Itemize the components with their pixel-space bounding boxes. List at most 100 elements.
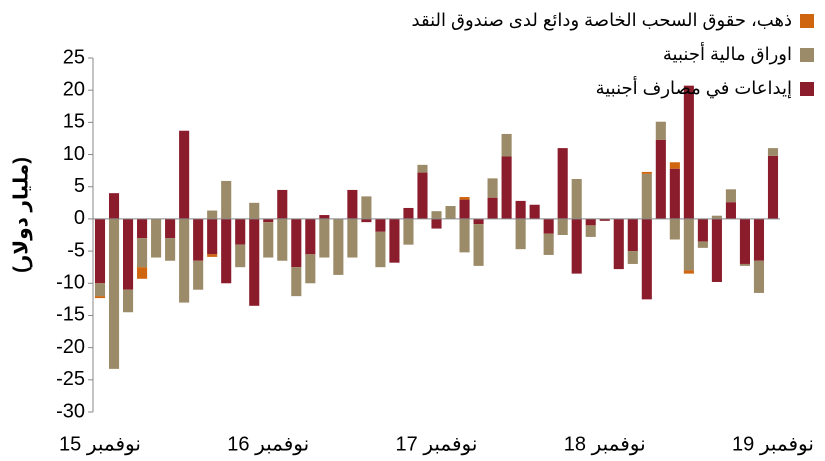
y-tick-label: -15 [56,304,85,326]
bar-segment [543,233,554,255]
bar-segment [641,218,652,300]
y-tick-label: 20 [63,78,85,100]
bar-segment [655,121,666,140]
bar-segment [108,193,120,219]
bar-segment [249,218,260,306]
bar-segment [627,218,638,252]
bar-segment [108,218,120,369]
x-tick-label: نوفمبر 15 [59,433,141,455]
bar-segment [375,231,386,268]
bar-segment [739,218,750,264]
bar-segment [627,251,638,264]
bar-segment [585,225,596,237]
bar-segment [697,241,708,248]
bar-segment [137,267,148,279]
bar-segment [235,218,246,245]
bar-segment [459,197,470,200]
bar-segment [151,218,162,258]
legend-label: اوراق مالية أجنبية [663,42,792,65]
bar-segment [613,218,624,270]
bar-segment [361,218,372,223]
bar-segment [487,178,498,198]
bar-segment [389,218,400,263]
bar-segment [193,260,204,290]
bar-segment [543,218,554,234]
bar-segment [515,200,526,219]
bar-segment [725,202,736,219]
bar-segment [207,254,218,257]
bar-segment [571,218,582,274]
y-tick-label: 15 [63,111,85,133]
bar-segment [221,180,232,219]
bar-segment [361,196,372,219]
bar-segment [94,218,106,284]
bar-segment [697,218,708,242]
bar-segment [501,133,512,157]
bar-segment [263,222,274,258]
y-tick-label: -20 [56,336,85,358]
bar-segment [669,218,680,240]
bar-segment [767,155,779,219]
bar-segment [669,168,680,219]
y-tick-label: -5 [67,239,85,261]
bar-segment [473,224,484,266]
x-tick-label: نوفمبر 17 [396,433,478,455]
bar-segment [179,130,190,219]
bar-segment [207,210,218,219]
bar-segment [277,218,288,261]
bar-segment [585,218,596,226]
bar-segment [277,189,288,219]
bar-segment [165,218,176,239]
bar-segment [417,172,428,219]
bar-segment [445,206,456,219]
bar-segment [557,218,568,235]
bar-segment [683,218,694,271]
bar-segment [431,211,442,219]
bar-segment [473,218,484,225]
bar-segment [221,218,232,284]
bar-segment [459,218,470,253]
bar-segment [347,218,358,258]
bar-segment [137,218,148,239]
legend-label: ذهب، حقوق السحب الخاصة ودائع لدى صندوق ا… [412,10,792,31]
bar-segment [207,218,218,255]
bar-segment [193,218,204,261]
bar-segment [641,171,652,174]
bar-segment [305,254,316,284]
legend-swatch [800,48,814,62]
bar-segment [235,244,246,268]
bar-segment [333,218,344,275]
bar-segment [655,139,666,219]
bar-segment [683,270,694,274]
bar-segment [94,283,106,297]
bar-segment [599,218,610,221]
bar-segment [641,173,652,219]
x-tick-label: نوفمبر 19 [732,433,814,455]
bar-segment [94,296,106,299]
bar-segment [753,218,765,261]
bar-segment [683,85,694,219]
bar-segment [753,260,765,293]
bar-segment [375,218,386,232]
x-tick-label: نوفمبر 16 [227,433,309,455]
bar-segment [123,218,134,290]
y-tick-label: -30 [56,400,85,422]
bar-segment [501,156,512,219]
bar-segment [179,218,190,303]
legend-label: إيداعات في مصارف أجنبية [596,76,792,99]
bar-segment [403,207,414,219]
y-tick-label: -25 [56,368,85,390]
bar-segment [347,189,358,219]
bar-segment [291,218,302,268]
bar-segment [417,164,428,173]
bar-segment [571,179,582,219]
bar-segment [767,148,779,156]
bar-segment [711,215,722,219]
y-tick-label: -10 [56,272,85,294]
x-tick-label: نوفمبر 18 [564,433,646,455]
bar-segment [739,263,750,266]
bar-segment [529,204,540,219]
bar-segment [165,238,176,261]
bar-segment [431,218,442,229]
